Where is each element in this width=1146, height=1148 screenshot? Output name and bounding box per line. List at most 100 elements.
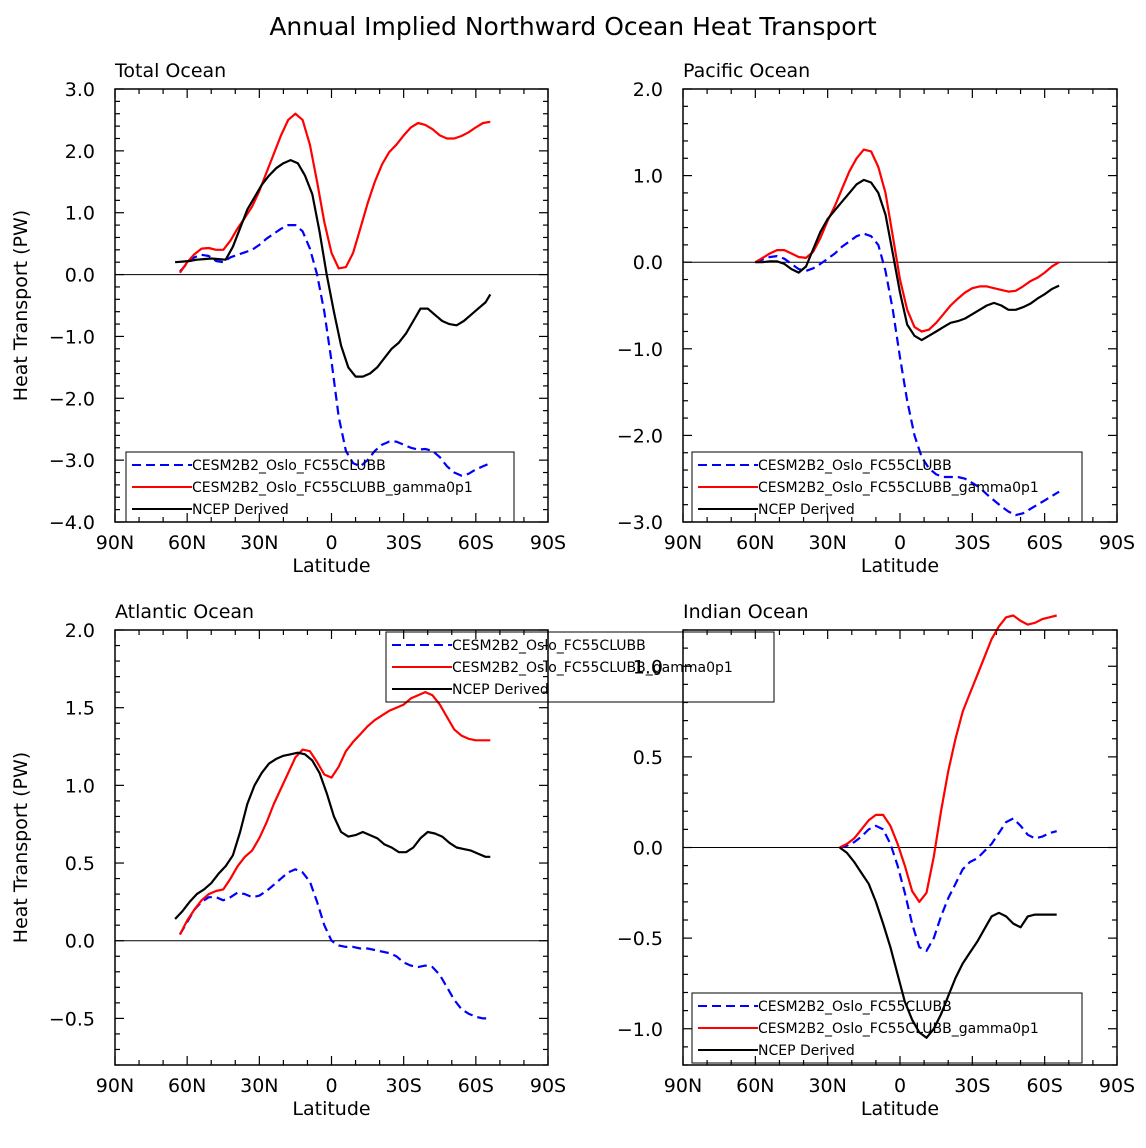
y-tick-label: 2.0 xyxy=(65,141,95,163)
x-tick-label: 30N xyxy=(240,532,278,554)
y-tick-label: 3.0 xyxy=(65,79,95,101)
legend: CESM2B2_Oslo_FC55CLUBB CESM2B2_Oslo_FC55C… xyxy=(691,992,1083,1064)
legend-label-3: NCEP Derived xyxy=(452,682,549,698)
y-tick-label: 0.0 xyxy=(633,838,663,860)
x-tick-label: 30S xyxy=(386,1075,422,1097)
legend-box xyxy=(691,992,1083,1064)
x-tick-label: 90S xyxy=(1099,1075,1135,1097)
legend: CESM2B2_Oslo_FC55CLUBB CESM2B2_Oslo_FC55C… xyxy=(691,451,1083,523)
x-tick-label: 90N xyxy=(96,1075,134,1097)
x-tick-label: 60N xyxy=(168,1075,206,1097)
legend-label-2: CESM2B2_Oslo_FC55CLUBB_gamma0p1 xyxy=(758,1021,1039,1037)
legend-label-1: CESM2B2_Oslo_FC55CLUBB xyxy=(452,638,646,654)
y-tick-label: 1.5 xyxy=(65,698,95,720)
x-tick-label: 60S xyxy=(458,1075,494,1097)
figure-title: Annual Implied Northward Ocean Heat Tran… xyxy=(269,12,877,41)
x-tick-label: 0 xyxy=(894,532,906,554)
x-tick-label: 60S xyxy=(458,532,494,554)
series-line-3 xyxy=(839,846,1057,1039)
legend-label-3: NCEP Derived xyxy=(758,502,855,518)
legend-label-2: CESM2B2_Oslo_FC55CLUBB_gamma0p1 xyxy=(192,480,473,496)
x-tick-label: 60N xyxy=(736,1075,774,1097)
y-axis-label: Heat Transport (PW) xyxy=(10,752,32,943)
y-tick-label: −0.5 xyxy=(617,928,663,950)
x-tick-label: 60N xyxy=(736,532,774,554)
x-axis-label: Latitude xyxy=(861,1098,939,1120)
panel-title: Atlantic Ocean xyxy=(115,601,254,623)
x-tick-label: 90S xyxy=(530,1075,566,1097)
x-tick-label: 0 xyxy=(325,1075,337,1097)
y-tick-label: −0.5 xyxy=(49,1008,95,1030)
panel-title: Indian Ocean xyxy=(683,601,809,623)
panel-title: Total Ocean xyxy=(114,60,226,82)
y-tick-label: −1.0 xyxy=(49,326,95,348)
legend-box xyxy=(691,451,1083,523)
chart-panel-1: 90N 60N 30N 0 30S 60S 90S 3.0 2.0 1.0 0.0 −1.0 −2.0 −… xyxy=(10,60,566,577)
legend: CESM2B2_Oslo_FC55CLUBB CESM2B2_Oslo_FC55C… xyxy=(125,451,515,523)
x-tick-label: 90N xyxy=(96,532,134,554)
x-tick-label: 60N xyxy=(168,532,206,554)
series-line-3 xyxy=(174,751,491,920)
x-tick-label: 30N xyxy=(808,532,846,554)
chart-panel-2: 90N 60N 30N 0 30S 60S 90S 2.0 1.0 0.0 −1.0 −2.0 −3.0… xyxy=(617,60,1135,577)
chart-panel-3: 90N 60N 30N 0 30S 60S 90S 2.0 1.5 1.0 0.5 0.0 −0.5 At… xyxy=(10,601,775,1120)
x-tick-label: 90S xyxy=(1099,532,1135,554)
series-line-1 xyxy=(754,232,1060,517)
x-tick-label: 60S xyxy=(1027,1075,1063,1097)
x-tick-label: 30S xyxy=(386,532,422,554)
y-tick-label: −1.0 xyxy=(617,339,663,361)
legend-label-1: CESM2B2_Oslo_FC55CLUBB xyxy=(192,458,386,474)
x-tick-label: 30N xyxy=(240,1075,278,1097)
y-tick-label: −2.0 xyxy=(49,388,95,410)
series-line-2 xyxy=(754,148,1060,333)
x-axis-label: Latitude xyxy=(292,555,370,577)
y-tick-label: 1.0 xyxy=(633,656,663,678)
plot-frame xyxy=(682,629,1118,1066)
y-tick-label: 0.5 xyxy=(633,747,663,769)
x-tick-label: 30S xyxy=(954,1075,990,1097)
x-axis-label: Latitude xyxy=(861,555,939,577)
series-line-2 xyxy=(178,112,491,274)
series-line-2 xyxy=(839,614,1057,904)
legend-box xyxy=(385,631,775,703)
legend-label-2: CESM2B2_Oslo_FC55CLUBB_gamma0p1 xyxy=(452,660,733,676)
y-tick-label: −3.0 xyxy=(49,450,95,472)
series-line-1 xyxy=(179,224,491,477)
y-tick-label: 0.0 xyxy=(65,931,95,953)
legend-label-3: NCEP Derived xyxy=(758,1043,855,1059)
x-axis-label: Latitude xyxy=(292,1098,370,1120)
y-tick-label: 0.0 xyxy=(65,265,95,287)
y-tick-label: −2.0 xyxy=(617,425,663,447)
plot-frame xyxy=(114,629,549,1066)
y-tick-label: 1.0 xyxy=(633,166,663,188)
y-tick-label: 1.0 xyxy=(65,203,95,225)
x-tick-label: 90N xyxy=(664,1075,702,1097)
y-tick-label: 1.0 xyxy=(65,775,95,797)
series-line-3 xyxy=(175,159,492,378)
y-axis-label: Heat Transport (PW) xyxy=(10,210,32,401)
legend-label-3: NCEP Derived xyxy=(192,502,289,518)
x-tick-label: 90N xyxy=(664,532,702,554)
y-tick-label: −3.0 xyxy=(617,512,663,534)
legend-label-2: CESM2B2_Oslo_FC55CLUBB_gamma0p1 xyxy=(758,480,1039,496)
y-tick-label: 2.0 xyxy=(65,620,95,642)
series-line-1 xyxy=(839,817,1057,952)
y-tick-label: 0.5 xyxy=(65,853,95,875)
y-tick-label: −4.0 xyxy=(49,512,95,534)
legend: CESM2B2_Oslo_FC55CLUBB CESM2B2_Oslo_FC55C… xyxy=(385,631,775,703)
y-tick-label: 0.0 xyxy=(633,252,663,274)
x-tick-label: 0 xyxy=(894,1075,906,1097)
legend-box xyxy=(125,451,515,523)
series-line-2 xyxy=(178,690,491,936)
series-line-1 xyxy=(178,868,491,1020)
legend-label-1: CESM2B2_Oslo_FC55CLUBB xyxy=(758,458,952,474)
x-tick-label: 90S xyxy=(530,532,566,554)
x-tick-label: 30S xyxy=(954,532,990,554)
chart-panel-4: 90N 60N 30N 0 30S 60S 90S 1.0 0.5 0.0 −0.5 −1.0 Indi… xyxy=(617,601,1135,1120)
x-tick-label: 60S xyxy=(1027,532,1063,554)
y-tick-label: −1.0 xyxy=(617,1019,663,1041)
legend-label-1: CESM2B2_Oslo_FC55CLUBB xyxy=(758,999,952,1015)
x-tick-label: 30N xyxy=(808,1075,846,1097)
charts-container: 90N 60N 30N 0 30S 60S 90S 3.0 2.0 1.0 0.0 −1.0 −2.0 −… xyxy=(10,60,1135,1120)
